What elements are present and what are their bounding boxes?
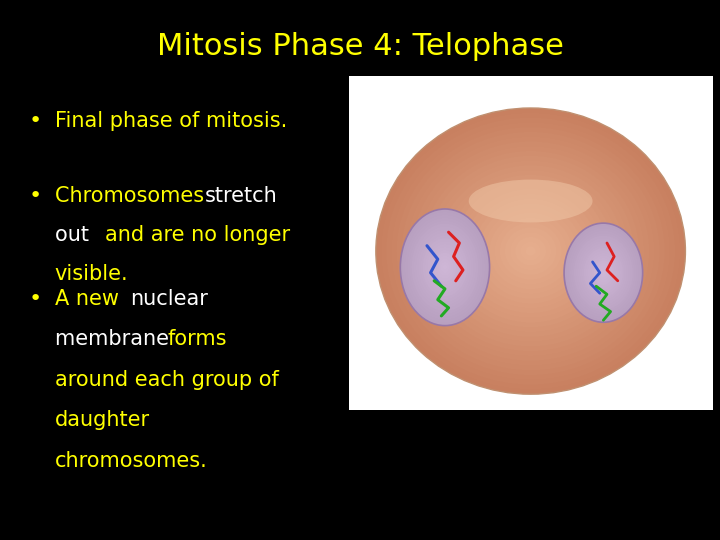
Ellipse shape [422,151,639,351]
Ellipse shape [505,227,557,275]
Text: •: • [29,111,42,131]
Ellipse shape [400,209,490,326]
Ellipse shape [412,141,649,361]
Ellipse shape [443,170,618,332]
Ellipse shape [572,233,635,312]
Ellipse shape [469,194,593,308]
Ellipse shape [588,253,619,293]
Text: chromosomes.: chromosomes. [55,451,207,471]
Ellipse shape [464,189,598,313]
Ellipse shape [459,184,603,318]
Ellipse shape [454,179,608,322]
Ellipse shape [427,244,463,291]
Ellipse shape [429,247,461,288]
Ellipse shape [425,241,465,294]
Ellipse shape [600,268,607,278]
Text: •: • [29,289,42,309]
Ellipse shape [578,240,629,305]
Ellipse shape [386,118,675,384]
Ellipse shape [407,137,654,366]
Ellipse shape [412,224,479,311]
Ellipse shape [416,230,474,305]
Ellipse shape [418,232,472,302]
Ellipse shape [441,261,449,273]
Ellipse shape [479,204,582,299]
Text: Final phase of mitosis.: Final phase of mitosis. [55,111,287,131]
Ellipse shape [516,237,546,265]
Ellipse shape [585,251,621,295]
Ellipse shape [474,199,588,303]
Text: Chromosomes: Chromosomes [55,186,210,206]
Ellipse shape [595,263,611,282]
Ellipse shape [405,215,485,320]
Ellipse shape [580,243,627,302]
Ellipse shape [414,226,476,308]
Text: •: • [29,186,42,206]
Bar [349,76,713,410]
Text: Mitosis Phase 4: Telophase: Mitosis Phase 4: Telophase [156,32,564,62]
Ellipse shape [433,253,456,282]
Text: out: out [55,225,95,245]
Ellipse shape [576,238,631,307]
Text: visible.: visible. [55,264,128,284]
Text: and are no longer: and are no longer [104,225,290,245]
Ellipse shape [448,175,613,327]
Ellipse shape [593,260,613,285]
Text: forms: forms [167,329,227,349]
Ellipse shape [402,212,487,323]
Ellipse shape [428,156,634,347]
Ellipse shape [590,255,617,290]
Ellipse shape [438,165,624,337]
Text: A new: A new [55,289,125,309]
Text: around each group of: around each group of [55,370,279,390]
Ellipse shape [409,221,481,314]
Ellipse shape [521,241,541,261]
Ellipse shape [574,235,633,310]
Ellipse shape [601,270,606,275]
Ellipse shape [568,228,639,318]
Ellipse shape [510,232,552,270]
Ellipse shape [438,259,451,276]
Ellipse shape [431,250,459,285]
Ellipse shape [526,246,536,256]
Ellipse shape [433,160,629,342]
Ellipse shape [423,238,467,296]
Ellipse shape [469,179,593,222]
Ellipse shape [407,218,483,317]
Ellipse shape [584,248,623,298]
Ellipse shape [598,265,609,280]
Ellipse shape [417,146,644,356]
Text: nuclear: nuclear [130,289,207,309]
Text: membrane: membrane [55,329,176,349]
Text: daughter: daughter [55,410,150,430]
Ellipse shape [397,127,665,375]
Ellipse shape [443,265,447,270]
Ellipse shape [564,223,643,322]
Ellipse shape [484,208,577,294]
Ellipse shape [500,222,562,280]
Ellipse shape [376,108,685,394]
Ellipse shape [392,122,670,380]
Ellipse shape [566,226,641,320]
Ellipse shape [582,246,625,300]
Ellipse shape [495,218,567,285]
Ellipse shape [402,132,660,370]
Ellipse shape [570,231,636,315]
Text: stretch: stretch [204,186,277,206]
Ellipse shape [490,213,572,289]
Ellipse shape [381,113,680,389]
Ellipse shape [436,255,454,279]
Ellipse shape [592,258,615,288]
Ellipse shape [420,235,469,299]
